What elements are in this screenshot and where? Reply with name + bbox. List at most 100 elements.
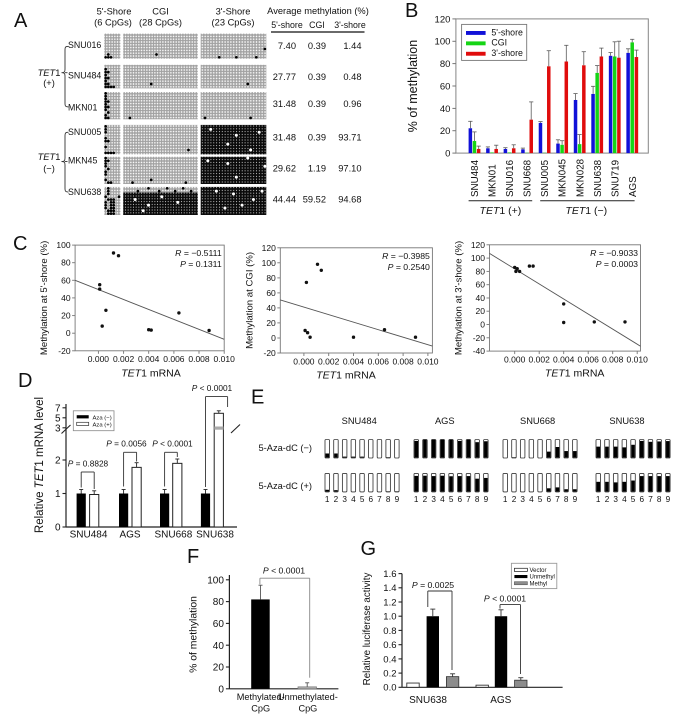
svg-text:6: 6 [640, 495, 645, 504]
svg-text:8: 8 [386, 495, 391, 504]
svg-text:SNU016: SNU016 [68, 40, 101, 50]
svg-text:60: 60 [61, 275, 71, 285]
svg-text:3'-Shore: 3'-Shore [216, 7, 251, 17]
svg-text:SNU005: SNU005 [540, 159, 551, 197]
svg-text:0.006: 0.006 [578, 355, 600, 365]
svg-text:0.006: 0.006 [368, 356, 390, 366]
svg-text:40: 40 [266, 303, 276, 313]
svg-text:P = 0.1311: P = 0.1311 [180, 259, 222, 269]
svg-text:4: 4 [622, 495, 627, 504]
svg-text:40: 40 [476, 293, 486, 303]
svg-text:0.8: 0.8 [383, 626, 396, 637]
svg-text:5'-shore: 5'-shore [271, 20, 303, 30]
svg-text:44.44: 44.44 [273, 195, 296, 205]
svg-text:TET1 mRNA: TET1 mRNA [545, 368, 605, 380]
svg-text:7: 7 [555, 495, 560, 504]
svg-text:MKN028: MKN028 [575, 158, 586, 197]
svg-text:0.002: 0.002 [529, 355, 551, 365]
svg-text:5-Aza-dC (−): 5-Aza-dC (−) [259, 443, 312, 453]
svg-text:(23 CpGs): (23 CpGs) [212, 18, 255, 28]
svg-text:-20: -20 [473, 333, 486, 343]
svg-text:0: 0 [271, 333, 276, 343]
svg-text:SNU016: SNU016 [505, 159, 516, 197]
svg-text:SNU005: SNU005 [68, 127, 101, 137]
svg-text:0.002: 0.002 [318, 356, 340, 366]
svg-text:7: 7 [648, 495, 653, 504]
svg-text:TET1 (+): TET1 (+) [480, 205, 522, 217]
svg-text:0.48: 0.48 [343, 72, 361, 82]
svg-text:P = 0.0003: P = 0.0003 [596, 259, 638, 269]
svg-text:5: 5 [55, 413, 61, 424]
svg-text:27.77: 27.77 [273, 72, 296, 82]
svg-text:Vector: Vector [530, 568, 547, 574]
svg-text:120: 120 [435, 14, 451, 25]
svg-text:2: 2 [512, 495, 517, 504]
svg-text:100: 100 [262, 258, 276, 268]
svg-text:120: 120 [262, 243, 276, 253]
svg-text:0.010: 0.010 [417, 356, 439, 366]
svg-text:0.004: 0.004 [138, 354, 160, 364]
svg-text:AGS: AGS [119, 530, 140, 541]
svg-text:1.0: 1.0 [383, 612, 396, 623]
svg-text:CGI: CGI [152, 7, 169, 17]
svg-text:P = 0.0025: P = 0.0025 [412, 580, 454, 590]
svg-text:100: 100 [471, 253, 485, 263]
svg-text:0.008: 0.008 [602, 355, 624, 365]
svg-text:(28 CpGs): (28 CpGs) [139, 18, 182, 28]
svg-text:2: 2 [423, 495, 428, 504]
svg-text:P < 0.0001: P < 0.0001 [484, 594, 526, 604]
svg-text:P < 0.0001: P < 0.0001 [152, 439, 193, 449]
svg-text:MKN045: MKN045 [558, 158, 569, 197]
svg-text:4: 4 [529, 495, 534, 504]
svg-text:1.44: 1.44 [343, 41, 361, 51]
svg-text:SNU638: SNU638 [593, 159, 604, 197]
svg-text:0.004: 0.004 [553, 355, 575, 365]
svg-text:1: 1 [503, 495, 508, 504]
svg-text:SNU719: SNU719 [610, 160, 621, 197]
svg-text:0.010: 0.010 [214, 354, 236, 364]
svg-text:SNU638: SNU638 [409, 695, 447, 706]
svg-text:1: 1 [414, 495, 419, 504]
svg-text:P < 0.0001: P < 0.0001 [192, 383, 233, 393]
svg-text:CGI: CGI [491, 38, 507, 48]
svg-text:1.19: 1.19 [308, 164, 326, 174]
svg-text:Methylation at 5'-shore (%): Methylation at 5'-shore (%) [39, 241, 50, 355]
svg-text:0.2: 0.2 [383, 669, 396, 680]
svg-text:0: 0 [66, 328, 71, 338]
svg-text:7: 7 [466, 495, 471, 504]
svg-text:MKN01: MKN01 [68, 102, 97, 112]
svg-text:3: 3 [520, 495, 525, 504]
svg-text:Methylation at 3'-shore (%): Methylation at 3'-shore (%) [454, 241, 465, 355]
svg-text:100: 100 [435, 37, 451, 48]
svg-text:AGS: AGS [435, 416, 455, 426]
svg-text:-20: -20 [264, 348, 277, 358]
svg-text:% of methylation: % of methylation [406, 40, 420, 132]
svg-text:9: 9 [484, 495, 489, 504]
svg-text:6: 6 [369, 495, 374, 504]
svg-text:G: G [361, 538, 377, 560]
svg-text:40: 40 [440, 104, 451, 115]
svg-text:% of methylation: % of methylation [189, 596, 200, 673]
svg-text:AGS: AGS [490, 695, 511, 706]
svg-text:20: 20 [213, 663, 225, 674]
svg-text:6: 6 [458, 495, 463, 504]
svg-text:0: 0 [55, 523, 61, 534]
svg-text:F: F [187, 546, 199, 568]
svg-text:9: 9 [573, 495, 578, 504]
svg-text:6: 6 [547, 495, 552, 504]
svg-text:2: 2 [55, 456, 61, 467]
svg-text:E: E [251, 387, 264, 409]
svg-text:3: 3 [55, 423, 61, 434]
svg-text:0.004: 0.004 [343, 356, 365, 366]
svg-text:R = −0.3985: R = −0.3985 [382, 251, 430, 261]
svg-text:(−): (−) [43, 163, 55, 173]
svg-text:7: 7 [377, 495, 382, 504]
svg-text:1.6: 1.6 [383, 569, 396, 580]
svg-text:SNU638: SNU638 [609, 416, 644, 426]
svg-text:0.002: 0.002 [113, 354, 135, 364]
svg-text:SNU484: SNU484 [68, 71, 101, 81]
svg-text:Unmethylated-: Unmethylated- [278, 692, 338, 702]
svg-text:20: 20 [440, 126, 451, 137]
svg-text:8: 8 [475, 495, 480, 504]
svg-text:100: 100 [56, 240, 70, 250]
